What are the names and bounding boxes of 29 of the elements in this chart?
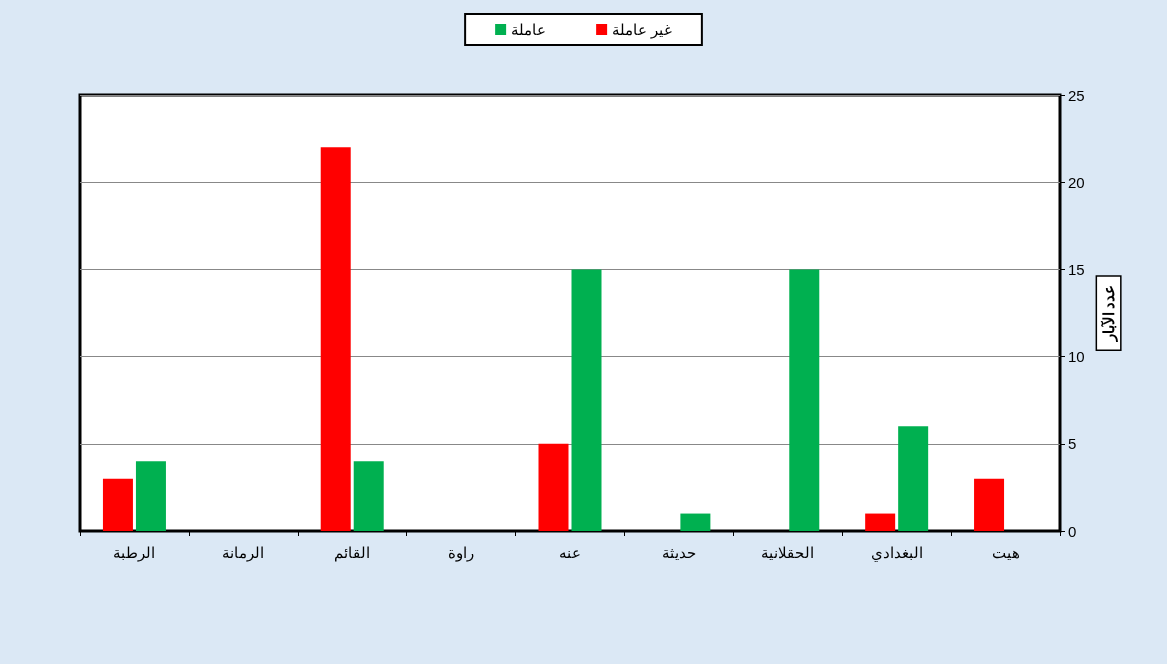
- y-tick-label: 25: [1068, 86, 1085, 104]
- x-tick-label: البغدادي: [870, 544, 923, 562]
- bar: [571, 269, 602, 531]
- y-axis-title: عدد الآبار: [1099, 284, 1118, 343]
- bar: [135, 461, 166, 531]
- y-tick-label: 0: [1068, 522, 1077, 540]
- y-tick-label: 5: [1068, 435, 1077, 453]
- x-tick-label: راوة: [448, 544, 475, 562]
- x-tick-label: الرطبة: [113, 544, 156, 562]
- x-tick-label: الحقلانية: [761, 544, 815, 561]
- legend-label: غير عاملة: [612, 21, 672, 39]
- bar: [974, 478, 1005, 531]
- bar: [898, 426, 929, 531]
- bar: [789, 269, 820, 531]
- y-tick-label: 15: [1068, 260, 1085, 278]
- bar: [865, 513, 896, 531]
- x-tick-label: حديثة: [661, 544, 696, 561]
- x-tick-label: هيت: [991, 544, 1020, 561]
- y-tick-label: 20: [1068, 173, 1085, 191]
- x-tick-label: القائم: [334, 544, 371, 562]
- bar: [353, 461, 384, 531]
- x-tick-label: الرمانة: [222, 544, 265, 562]
- bar: [320, 147, 351, 531]
- bar: [538, 443, 569, 531]
- y-tick-label: 10: [1068, 348, 1085, 366]
- bar: [102, 478, 133, 531]
- x-tick-label: عنه: [559, 544, 581, 561]
- legend-label: عاملة: [511, 21, 547, 38]
- bar: [680, 513, 711, 531]
